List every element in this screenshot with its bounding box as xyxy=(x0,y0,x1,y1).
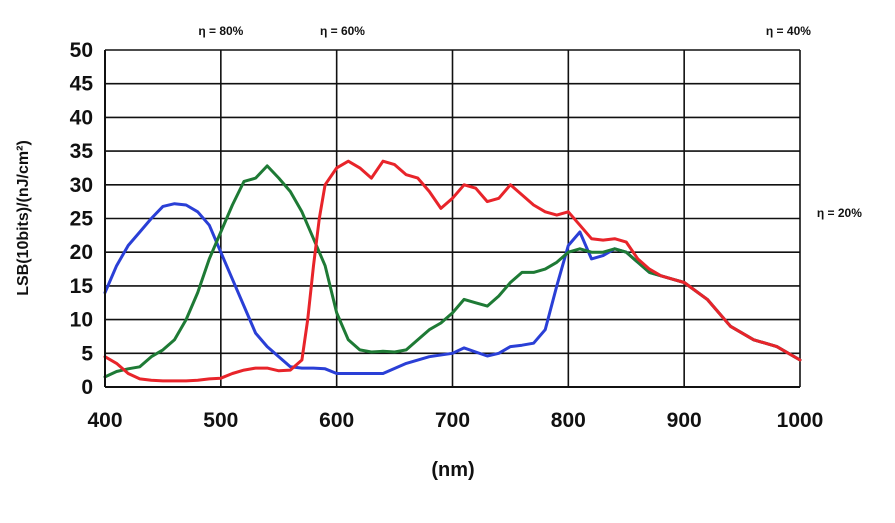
grid xyxy=(104,49,801,388)
y-tick-label: 20 xyxy=(70,241,93,264)
y-axis-label: LSB(10bits)/(nJ/cm²) xyxy=(15,140,32,296)
y-tick-label: 15 xyxy=(70,275,94,298)
y-tick-label: 40 xyxy=(70,106,93,129)
efficiency-annotation: η = 60% xyxy=(320,24,365,38)
series-line-2 xyxy=(103,164,802,379)
y-tick-labels: 0 5 10 15 20 25 30 35 40 45 50 xyxy=(70,39,94,399)
x-tick-label: 800 xyxy=(551,409,586,432)
x-tick-label: 700 xyxy=(435,409,470,432)
y-tick-label: 50 xyxy=(70,39,93,62)
x-tick-label: 500 xyxy=(203,409,238,432)
y-tick-label: 10 xyxy=(70,309,93,332)
x-tick-label: 1000 xyxy=(777,409,824,432)
y-tick-label: 25 xyxy=(70,208,94,231)
axes xyxy=(104,50,800,388)
y-tick-label: 5 xyxy=(81,342,93,365)
x-tick-labels: 400 500 600 700 800 900 1000 xyxy=(87,409,823,432)
annotations: η = 80% η = 60% η = 40% η = 20% xyxy=(198,24,862,220)
y-tick-label: 30 xyxy=(70,174,93,197)
efficiency-annotation: η = 40% xyxy=(766,24,811,38)
efficiency-annotation: η = 20% xyxy=(817,206,862,220)
x-tick-label: 400 xyxy=(87,409,122,432)
series-line-3 xyxy=(103,159,802,383)
series-group xyxy=(103,159,802,383)
y-tick-label: 35 xyxy=(70,140,94,163)
y-tick-label: 45 xyxy=(70,73,94,96)
y-tick-label: 0 xyxy=(81,376,93,399)
x-tick-label: 900 xyxy=(667,409,702,432)
x-tick-label: 600 xyxy=(319,409,354,432)
x-axis-label: (nm) xyxy=(431,459,474,481)
efficiency-annotation: η = 80% xyxy=(198,24,243,38)
